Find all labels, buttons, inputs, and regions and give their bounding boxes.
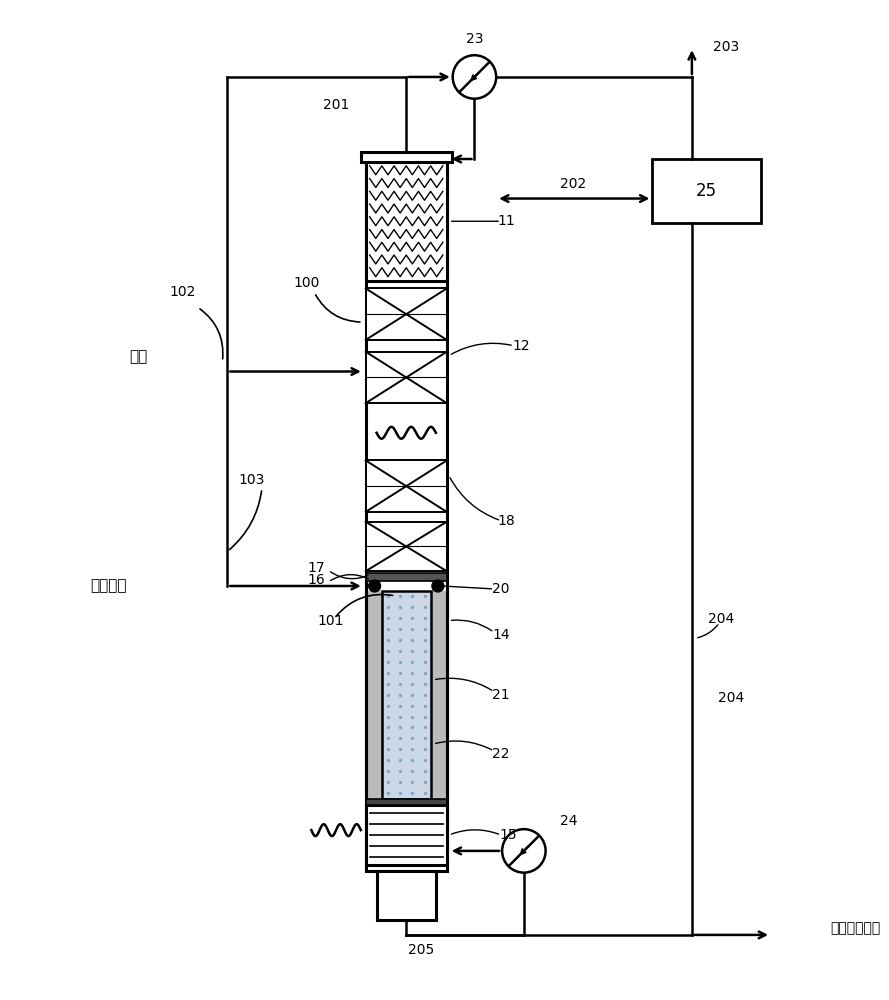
Text: 22: 22 [493, 747, 510, 761]
Text: 203: 203 [713, 40, 740, 54]
Bar [365, 162, 447, 281]
Text: 24: 24 [559, 814, 577, 828]
Text: 21: 21 [493, 688, 510, 702]
Text: 205: 205 [408, 943, 434, 957]
Text: 102: 102 [170, 285, 196, 299]
Circle shape [453, 55, 496, 99]
Text: 204: 204 [709, 612, 734, 626]
Bar [365, 288, 447, 340]
Bar [365, 522, 447, 571]
Text: 23: 23 [466, 32, 484, 46]
Text: 204: 204 [718, 691, 745, 705]
Text: 14: 14 [493, 628, 510, 642]
Bar [381, 591, 431, 799]
Bar [365, 573, 447, 581]
Text: 100: 100 [293, 276, 320, 290]
Circle shape [432, 580, 444, 592]
Bar [377, 871, 436, 920]
Bar [361, 152, 452, 162]
Bar [365, 460, 447, 512]
Bar [365, 805, 447, 865]
Text: 17: 17 [308, 561, 325, 575]
Bar [381, 591, 431, 799]
Text: 11: 11 [497, 214, 515, 228]
Bar [365, 591, 381, 799]
Text: 101: 101 [318, 614, 344, 628]
Text: 201: 201 [323, 98, 349, 112]
Bar [431, 591, 447, 799]
Text: 18: 18 [497, 514, 515, 528]
Text: 甲醇: 甲醇 [129, 349, 148, 364]
Text: 20: 20 [493, 582, 510, 596]
Text: 202: 202 [560, 177, 587, 191]
Text: 醚化汽油产物: 醚化汽油产物 [830, 921, 880, 935]
Circle shape [369, 580, 380, 592]
Text: 16: 16 [308, 573, 325, 587]
Text: 15: 15 [500, 828, 517, 842]
Text: 12: 12 [512, 339, 530, 353]
Text: 25: 25 [696, 182, 717, 200]
Text: 汽油原料: 汽油原料 [91, 578, 127, 593]
Bar [653, 159, 761, 223]
Circle shape [502, 829, 546, 873]
Bar [365, 799, 447, 805]
Bar [365, 352, 447, 403]
Text: 103: 103 [239, 473, 265, 487]
